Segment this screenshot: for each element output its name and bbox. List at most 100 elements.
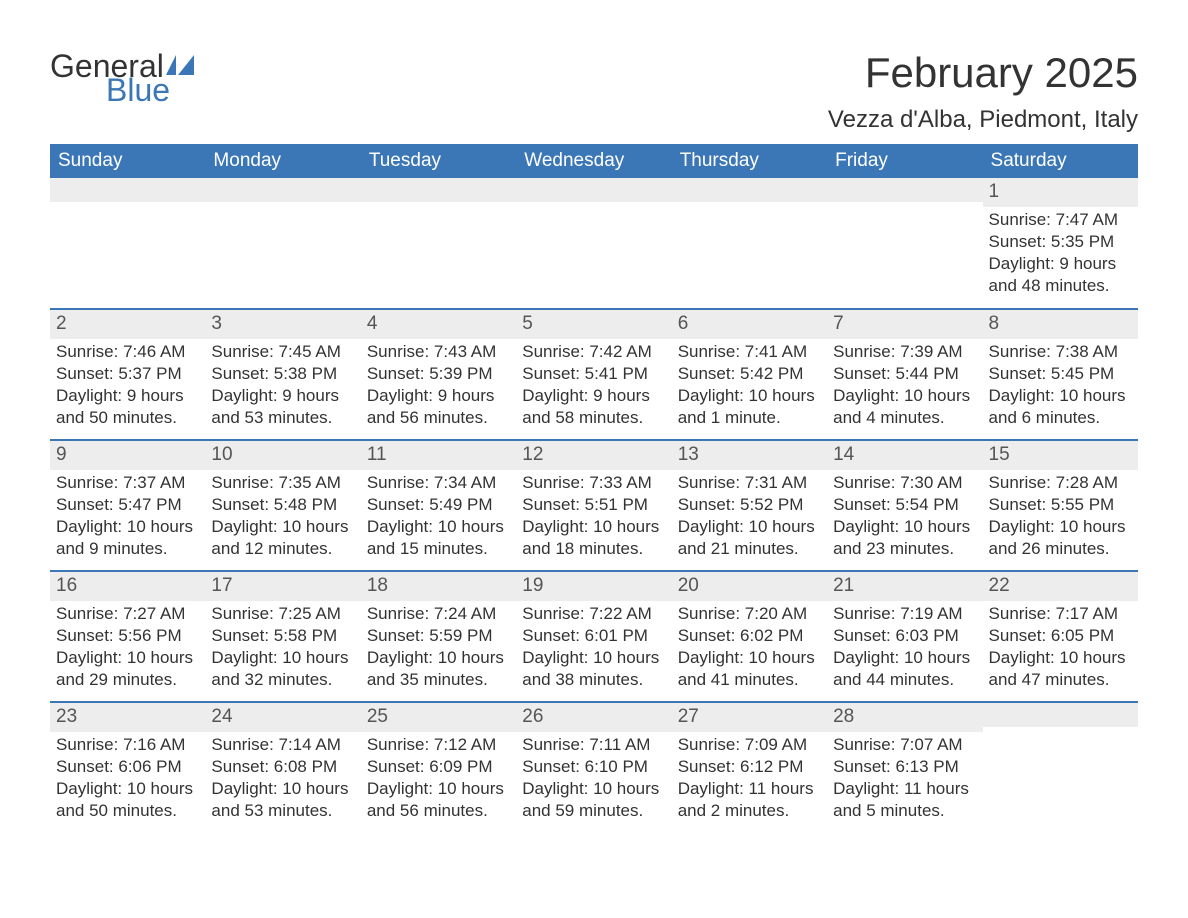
sunrise-text: Sunrise: 7:42 AM bbox=[522, 341, 665, 363]
day-details: Sunrise: 7:41 AMSunset: 5:42 PMDaylight:… bbox=[672, 339, 827, 439]
sunrise-text: Sunrise: 7:37 AM bbox=[56, 472, 199, 494]
day-cell: 26Sunrise: 7:11 AMSunset: 6:10 PMDayligh… bbox=[516, 703, 671, 832]
day-number: 23 bbox=[50, 703, 205, 732]
day-number bbox=[205, 178, 360, 202]
day-details: Sunrise: 7:16 AMSunset: 6:06 PMDaylight:… bbox=[50, 732, 205, 832]
day-number: 25 bbox=[361, 703, 516, 732]
day-number: 27 bbox=[672, 703, 827, 732]
day-details: Sunrise: 7:07 AMSunset: 6:13 PMDaylight:… bbox=[827, 732, 982, 832]
day-number: 26 bbox=[516, 703, 671, 732]
day-number: 6 bbox=[672, 310, 827, 339]
day-details bbox=[205, 202, 360, 214]
sunset-text: Sunset: 5:45 PM bbox=[989, 363, 1132, 385]
daylight-text: Daylight: 10 hours and 50 minutes. bbox=[56, 778, 199, 822]
day-details: Sunrise: 7:24 AMSunset: 5:59 PMDaylight:… bbox=[361, 601, 516, 701]
sunset-text: Sunset: 6:05 PM bbox=[989, 625, 1132, 647]
day-cell: 11Sunrise: 7:34 AMSunset: 5:49 PMDayligh… bbox=[361, 441, 516, 570]
day-cell: 7Sunrise: 7:39 AMSunset: 5:44 PMDaylight… bbox=[827, 310, 982, 439]
day-number bbox=[983, 703, 1138, 727]
weekday-header: Wednesday bbox=[516, 144, 671, 178]
sunrise-text: Sunrise: 7:24 AM bbox=[367, 603, 510, 625]
daylight-text: Daylight: 9 hours and 50 minutes. bbox=[56, 385, 199, 429]
day-cell bbox=[983, 703, 1138, 832]
sunset-text: Sunset: 5:44 PM bbox=[833, 363, 976, 385]
day-number: 9 bbox=[50, 441, 205, 470]
sunset-text: Sunset: 5:47 PM bbox=[56, 494, 199, 516]
sunset-text: Sunset: 6:01 PM bbox=[522, 625, 665, 647]
sunrise-text: Sunrise: 7:12 AM bbox=[367, 734, 510, 756]
day-cell: 25Sunrise: 7:12 AMSunset: 6:09 PMDayligh… bbox=[361, 703, 516, 832]
day-cell: 27Sunrise: 7:09 AMSunset: 6:12 PMDayligh… bbox=[672, 703, 827, 832]
sunset-text: Sunset: 5:39 PM bbox=[367, 363, 510, 385]
sunrise-text: Sunrise: 7:34 AM bbox=[367, 472, 510, 494]
day-cell: 2Sunrise: 7:46 AMSunset: 5:37 PMDaylight… bbox=[50, 310, 205, 439]
daylight-text: Daylight: 10 hours and 59 minutes. bbox=[522, 778, 665, 822]
day-number: 16 bbox=[50, 572, 205, 601]
day-details: Sunrise: 7:47 AMSunset: 5:35 PMDaylight:… bbox=[983, 207, 1138, 307]
day-cell bbox=[827, 178, 982, 308]
sunrise-text: Sunrise: 7:33 AM bbox=[522, 472, 665, 494]
day-details: Sunrise: 7:39 AMSunset: 5:44 PMDaylight:… bbox=[827, 339, 982, 439]
daylight-text: Daylight: 10 hours and 4 minutes. bbox=[833, 385, 976, 429]
day-number: 13 bbox=[672, 441, 827, 470]
day-cell bbox=[205, 178, 360, 308]
title-block: February 2025 Vezza d'Alba, Piedmont, It… bbox=[828, 50, 1138, 134]
sunrise-text: Sunrise: 7:43 AM bbox=[367, 341, 510, 363]
daylight-text: Daylight: 10 hours and 29 minutes. bbox=[56, 647, 199, 691]
day-number: 1 bbox=[983, 178, 1138, 207]
daylight-text: Daylight: 10 hours and 15 minutes. bbox=[367, 516, 510, 560]
daylight-text: Daylight: 10 hours and 1 minute. bbox=[678, 385, 821, 429]
day-number: 22 bbox=[983, 572, 1138, 601]
day-details bbox=[516, 202, 671, 214]
day-number bbox=[827, 178, 982, 202]
sunrise-text: Sunrise: 7:14 AM bbox=[211, 734, 354, 756]
weekday-header: Monday bbox=[205, 144, 360, 178]
day-cell: 8Sunrise: 7:38 AMSunset: 5:45 PMDaylight… bbox=[983, 310, 1138, 439]
day-cell: 19Sunrise: 7:22 AMSunset: 6:01 PMDayligh… bbox=[516, 572, 671, 701]
weekday-header: Sunday bbox=[50, 144, 205, 178]
sunrise-text: Sunrise: 7:39 AM bbox=[833, 341, 976, 363]
sunrise-text: Sunrise: 7:09 AM bbox=[678, 734, 821, 756]
weeks-container: 1Sunrise: 7:47 AMSunset: 5:35 PMDaylight… bbox=[50, 178, 1138, 832]
day-details: Sunrise: 7:30 AMSunset: 5:54 PMDaylight:… bbox=[827, 470, 982, 570]
day-details: Sunrise: 7:22 AMSunset: 6:01 PMDaylight:… bbox=[516, 601, 671, 701]
daylight-text: Daylight: 10 hours and 23 minutes. bbox=[833, 516, 976, 560]
day-number: 20 bbox=[672, 572, 827, 601]
daylight-text: Daylight: 9 hours and 53 minutes. bbox=[211, 385, 354, 429]
weekday-header: Friday bbox=[827, 144, 982, 178]
daylight-text: Daylight: 9 hours and 48 minutes. bbox=[989, 253, 1132, 297]
day-cell: 5Sunrise: 7:42 AMSunset: 5:41 PMDaylight… bbox=[516, 310, 671, 439]
sunset-text: Sunset: 5:58 PM bbox=[211, 625, 354, 647]
sunset-text: Sunset: 6:13 PM bbox=[833, 756, 976, 778]
day-details: Sunrise: 7:35 AMSunset: 5:48 PMDaylight:… bbox=[205, 470, 360, 570]
day-number: 14 bbox=[827, 441, 982, 470]
day-cell: 13Sunrise: 7:31 AMSunset: 5:52 PMDayligh… bbox=[672, 441, 827, 570]
day-number: 7 bbox=[827, 310, 982, 339]
sunset-text: Sunset: 5:37 PM bbox=[56, 363, 199, 385]
weekday-header: Tuesday bbox=[361, 144, 516, 178]
daylight-text: Daylight: 10 hours and 26 minutes. bbox=[989, 516, 1132, 560]
day-cell: 24Sunrise: 7:14 AMSunset: 6:08 PMDayligh… bbox=[205, 703, 360, 832]
day-cell: 20Sunrise: 7:20 AMSunset: 6:02 PMDayligh… bbox=[672, 572, 827, 701]
sunrise-text: Sunrise: 7:20 AM bbox=[678, 603, 821, 625]
day-details: Sunrise: 7:20 AMSunset: 6:02 PMDaylight:… bbox=[672, 601, 827, 701]
sunrise-text: Sunrise: 7:35 AM bbox=[211, 472, 354, 494]
sunset-text: Sunset: 5:52 PM bbox=[678, 494, 821, 516]
day-cell: 6Sunrise: 7:41 AMSunset: 5:42 PMDaylight… bbox=[672, 310, 827, 439]
sunrise-text: Sunrise: 7:16 AM bbox=[56, 734, 199, 756]
day-number: 17 bbox=[205, 572, 360, 601]
day-details: Sunrise: 7:28 AMSunset: 5:55 PMDaylight:… bbox=[983, 470, 1138, 570]
day-number: 24 bbox=[205, 703, 360, 732]
sunrise-text: Sunrise: 7:25 AM bbox=[211, 603, 354, 625]
day-number: 5 bbox=[516, 310, 671, 339]
sunset-text: Sunset: 5:35 PM bbox=[989, 231, 1132, 253]
sunset-text: Sunset: 6:08 PM bbox=[211, 756, 354, 778]
day-details: Sunrise: 7:25 AMSunset: 5:58 PMDaylight:… bbox=[205, 601, 360, 701]
daylight-text: Daylight: 10 hours and 9 minutes. bbox=[56, 516, 199, 560]
day-details: Sunrise: 7:43 AMSunset: 5:39 PMDaylight:… bbox=[361, 339, 516, 439]
day-details bbox=[983, 727, 1138, 739]
daylight-text: Daylight: 10 hours and 53 minutes. bbox=[211, 778, 354, 822]
sunset-text: Sunset: 5:59 PM bbox=[367, 625, 510, 647]
sunrise-text: Sunrise: 7:31 AM bbox=[678, 472, 821, 494]
sunset-text: Sunset: 5:42 PM bbox=[678, 363, 821, 385]
